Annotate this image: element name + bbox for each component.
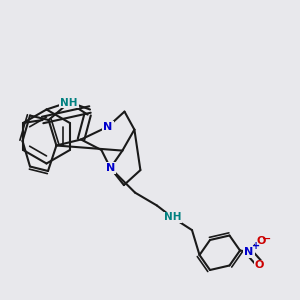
Text: O: O [255, 260, 264, 271]
Text: N: N [106, 163, 115, 173]
Text: NH: NH [164, 212, 181, 223]
Text: N: N [244, 247, 253, 257]
Text: N: N [103, 122, 112, 132]
Text: −: − [262, 234, 271, 244]
Text: O: O [256, 236, 266, 246]
Text: +: + [252, 241, 260, 251]
Text: NH: NH [60, 98, 78, 108]
